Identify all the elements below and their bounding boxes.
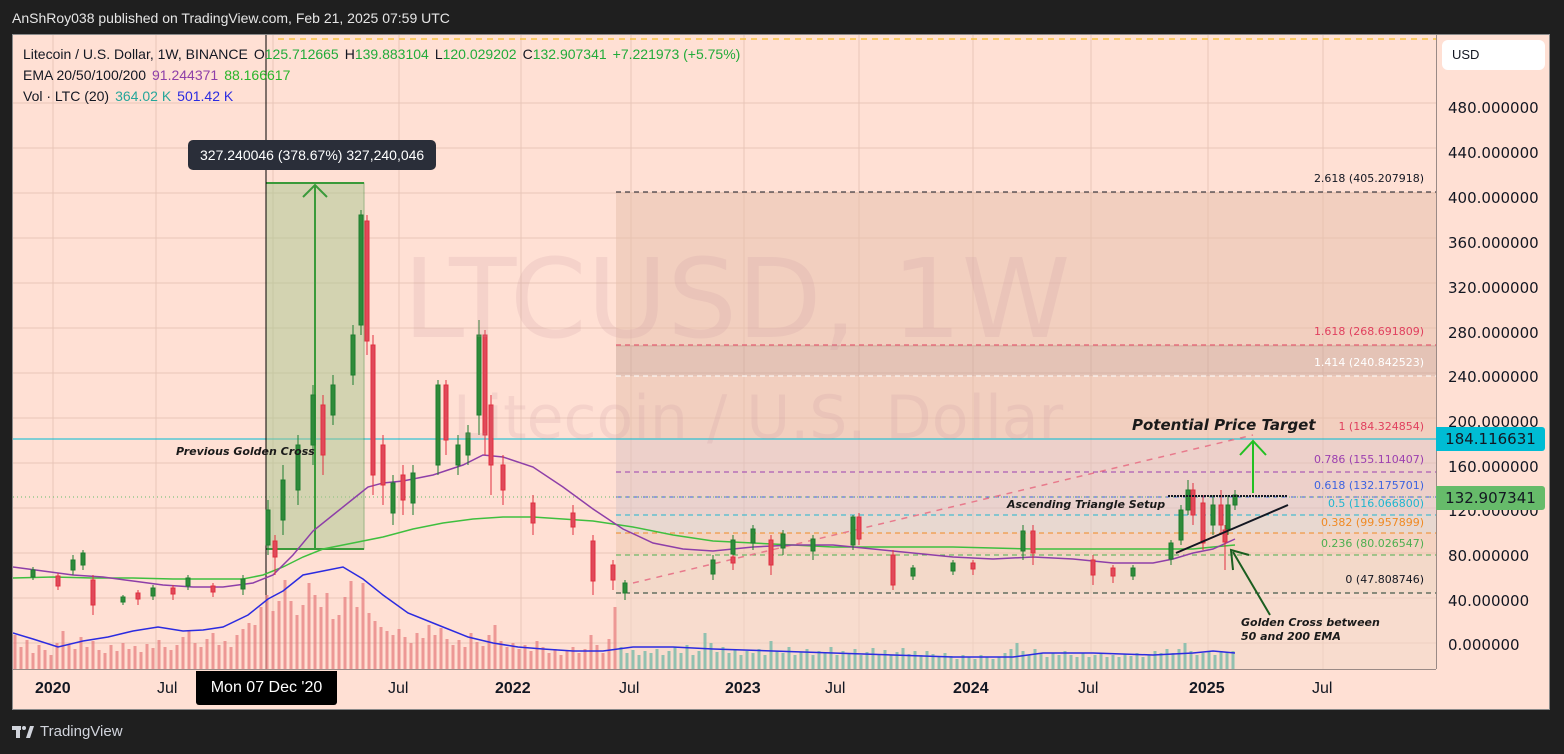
- fib-label-05: 0.5 (116.066800): [1327, 497, 1424, 510]
- legend-high-label: H: [344, 46, 355, 62]
- annotation-previous-golden-cross: Previous Golden Cross: [176, 445, 315, 458]
- tradingview-logo[interactable]: TradingView: [12, 723, 123, 740]
- legend-symbol-row: Litecoin / U.S. Dollar, 1W, BINANCE O125.…: [23, 44, 746, 65]
- target-price-tag: 184.116631: [1436, 427, 1545, 451]
- legend-symbol[interactable]: Litecoin / U.S. Dollar, 1W, BINANCE: [23, 46, 248, 62]
- chart-plot-area[interactable]: LTCUSD, 1W Litecoin / U.S. Dollar 2.618 …: [13, 35, 1436, 669]
- chart-canvas: [13, 35, 1436, 669]
- annotation-potential-price-target: Potential Price Target: [1132, 416, 1316, 434]
- fib-label-1: 1 (184.324854): [1338, 420, 1424, 433]
- legend-close-label: C: [522, 46, 533, 62]
- legend-close: 132.907341: [532, 46, 607, 62]
- time-tick: Jul: [388, 680, 409, 697]
- legend-vol-value: 364.02 K: [115, 88, 172, 104]
- fib-label-0: 0 (47.808746): [1345, 573, 1424, 586]
- time-tick: 2024: [953, 680, 989, 697]
- fib-label-2618: 2.618 (405.207918): [1313, 172, 1424, 185]
- fib-label-1414: 1.414 (240.842523): [1313, 356, 1424, 369]
- price-tick: 440.000000: [1448, 144, 1539, 162]
- legend-open: 125.712665: [264, 46, 339, 62]
- annotation-golden-cross-line2: 50 and 200 EMA: [1241, 630, 1341, 643]
- legend-vol-label[interactable]: Vol · LTC (20): [23, 88, 110, 104]
- time-axis[interactable]: [13, 669, 1436, 710]
- annotation-ascending-triangle: Ascending Triangle Setup: [1007, 498, 1166, 511]
- legend-change: +7.221973 (+5.75%): [612, 46, 741, 62]
- time-tick: 2020: [35, 680, 71, 697]
- time-tick: 2025: [1189, 680, 1225, 697]
- time-tick: Jul: [825, 680, 846, 697]
- time-tick: Jul: [619, 680, 640, 697]
- currency-button[interactable]: USD: [1442, 40, 1545, 70]
- fib-label-0236: 0.236 (80.026547): [1320, 537, 1424, 550]
- legend-open-label: O: [253, 46, 265, 62]
- time-tick: 2022: [495, 680, 531, 697]
- legend-ema-row: EMA 20/50/100/200 91.244371 88.166617: [23, 65, 746, 86]
- legend-low-label: L: [434, 46, 443, 62]
- legend-low: 120.029202: [442, 46, 517, 62]
- price-tick: 40.000000: [1448, 592, 1530, 610]
- price-tick: 80.000000: [1448, 547, 1530, 565]
- tradingview-brand: TradingView: [40, 723, 123, 740]
- price-tick: 400.000000: [1448, 189, 1539, 207]
- price-tick: 320.000000: [1448, 279, 1539, 297]
- fib-label-0618: 0.618 (132.175701): [1313, 479, 1424, 492]
- legend-ema200-value: 88.166617: [224, 67, 291, 83]
- published-line: AnShRoy038 published on TradingView.com,…: [12, 10, 450, 26]
- price-tick: 200.000000: [1448, 413, 1539, 431]
- price-tick: 360.000000: [1448, 234, 1539, 252]
- legend-ema-label[interactable]: EMA 20/50/100/200: [23, 67, 146, 83]
- fib-label-0382: 0.382 (99.957899): [1320, 516, 1424, 529]
- price-tick: 0.000000: [1448, 636, 1520, 654]
- price-tick: 160.000000: [1448, 458, 1539, 476]
- price-axis[interactable]: [1436, 35, 1550, 669]
- annotation-golden-cross-line1: Golden Cross between: [1241, 616, 1380, 629]
- price-tick: 480.000000: [1448, 99, 1539, 117]
- price-tick: 240.000000: [1448, 368, 1539, 386]
- legend-ema50-value: 91.244371: [152, 67, 219, 83]
- legend-vol-row: Vol · LTC (20) 364.02 K 501.42 K: [23, 86, 746, 107]
- time-tick-highlighted: Mon 07 Dec '20: [196, 671, 337, 705]
- last-price-tag: 132.907341: [1436, 486, 1545, 510]
- fib-label-1618: 1.618 (268.691809): [1313, 325, 1424, 338]
- legend-high: 139.883104: [354, 46, 429, 62]
- measure-tooltip: 327.240046 (378.67%) 327,240,046: [188, 140, 437, 170]
- tradingview-logo-icon: [12, 725, 34, 738]
- chart-legend: Litecoin / U.S. Dollar, 1W, BINANCE O125.…: [23, 44, 746, 107]
- time-tick: 2023: [725, 680, 761, 697]
- legend-vol-ma-value: 501.42 K: [177, 88, 234, 104]
- fib-label-0786: 0.786 (155.110407): [1313, 453, 1424, 466]
- time-tick: Jul: [1312, 680, 1333, 697]
- price-tick: 280.000000: [1448, 324, 1539, 342]
- time-tick: Jul: [157, 680, 178, 697]
- time-tick: Jul: [1078, 680, 1099, 697]
